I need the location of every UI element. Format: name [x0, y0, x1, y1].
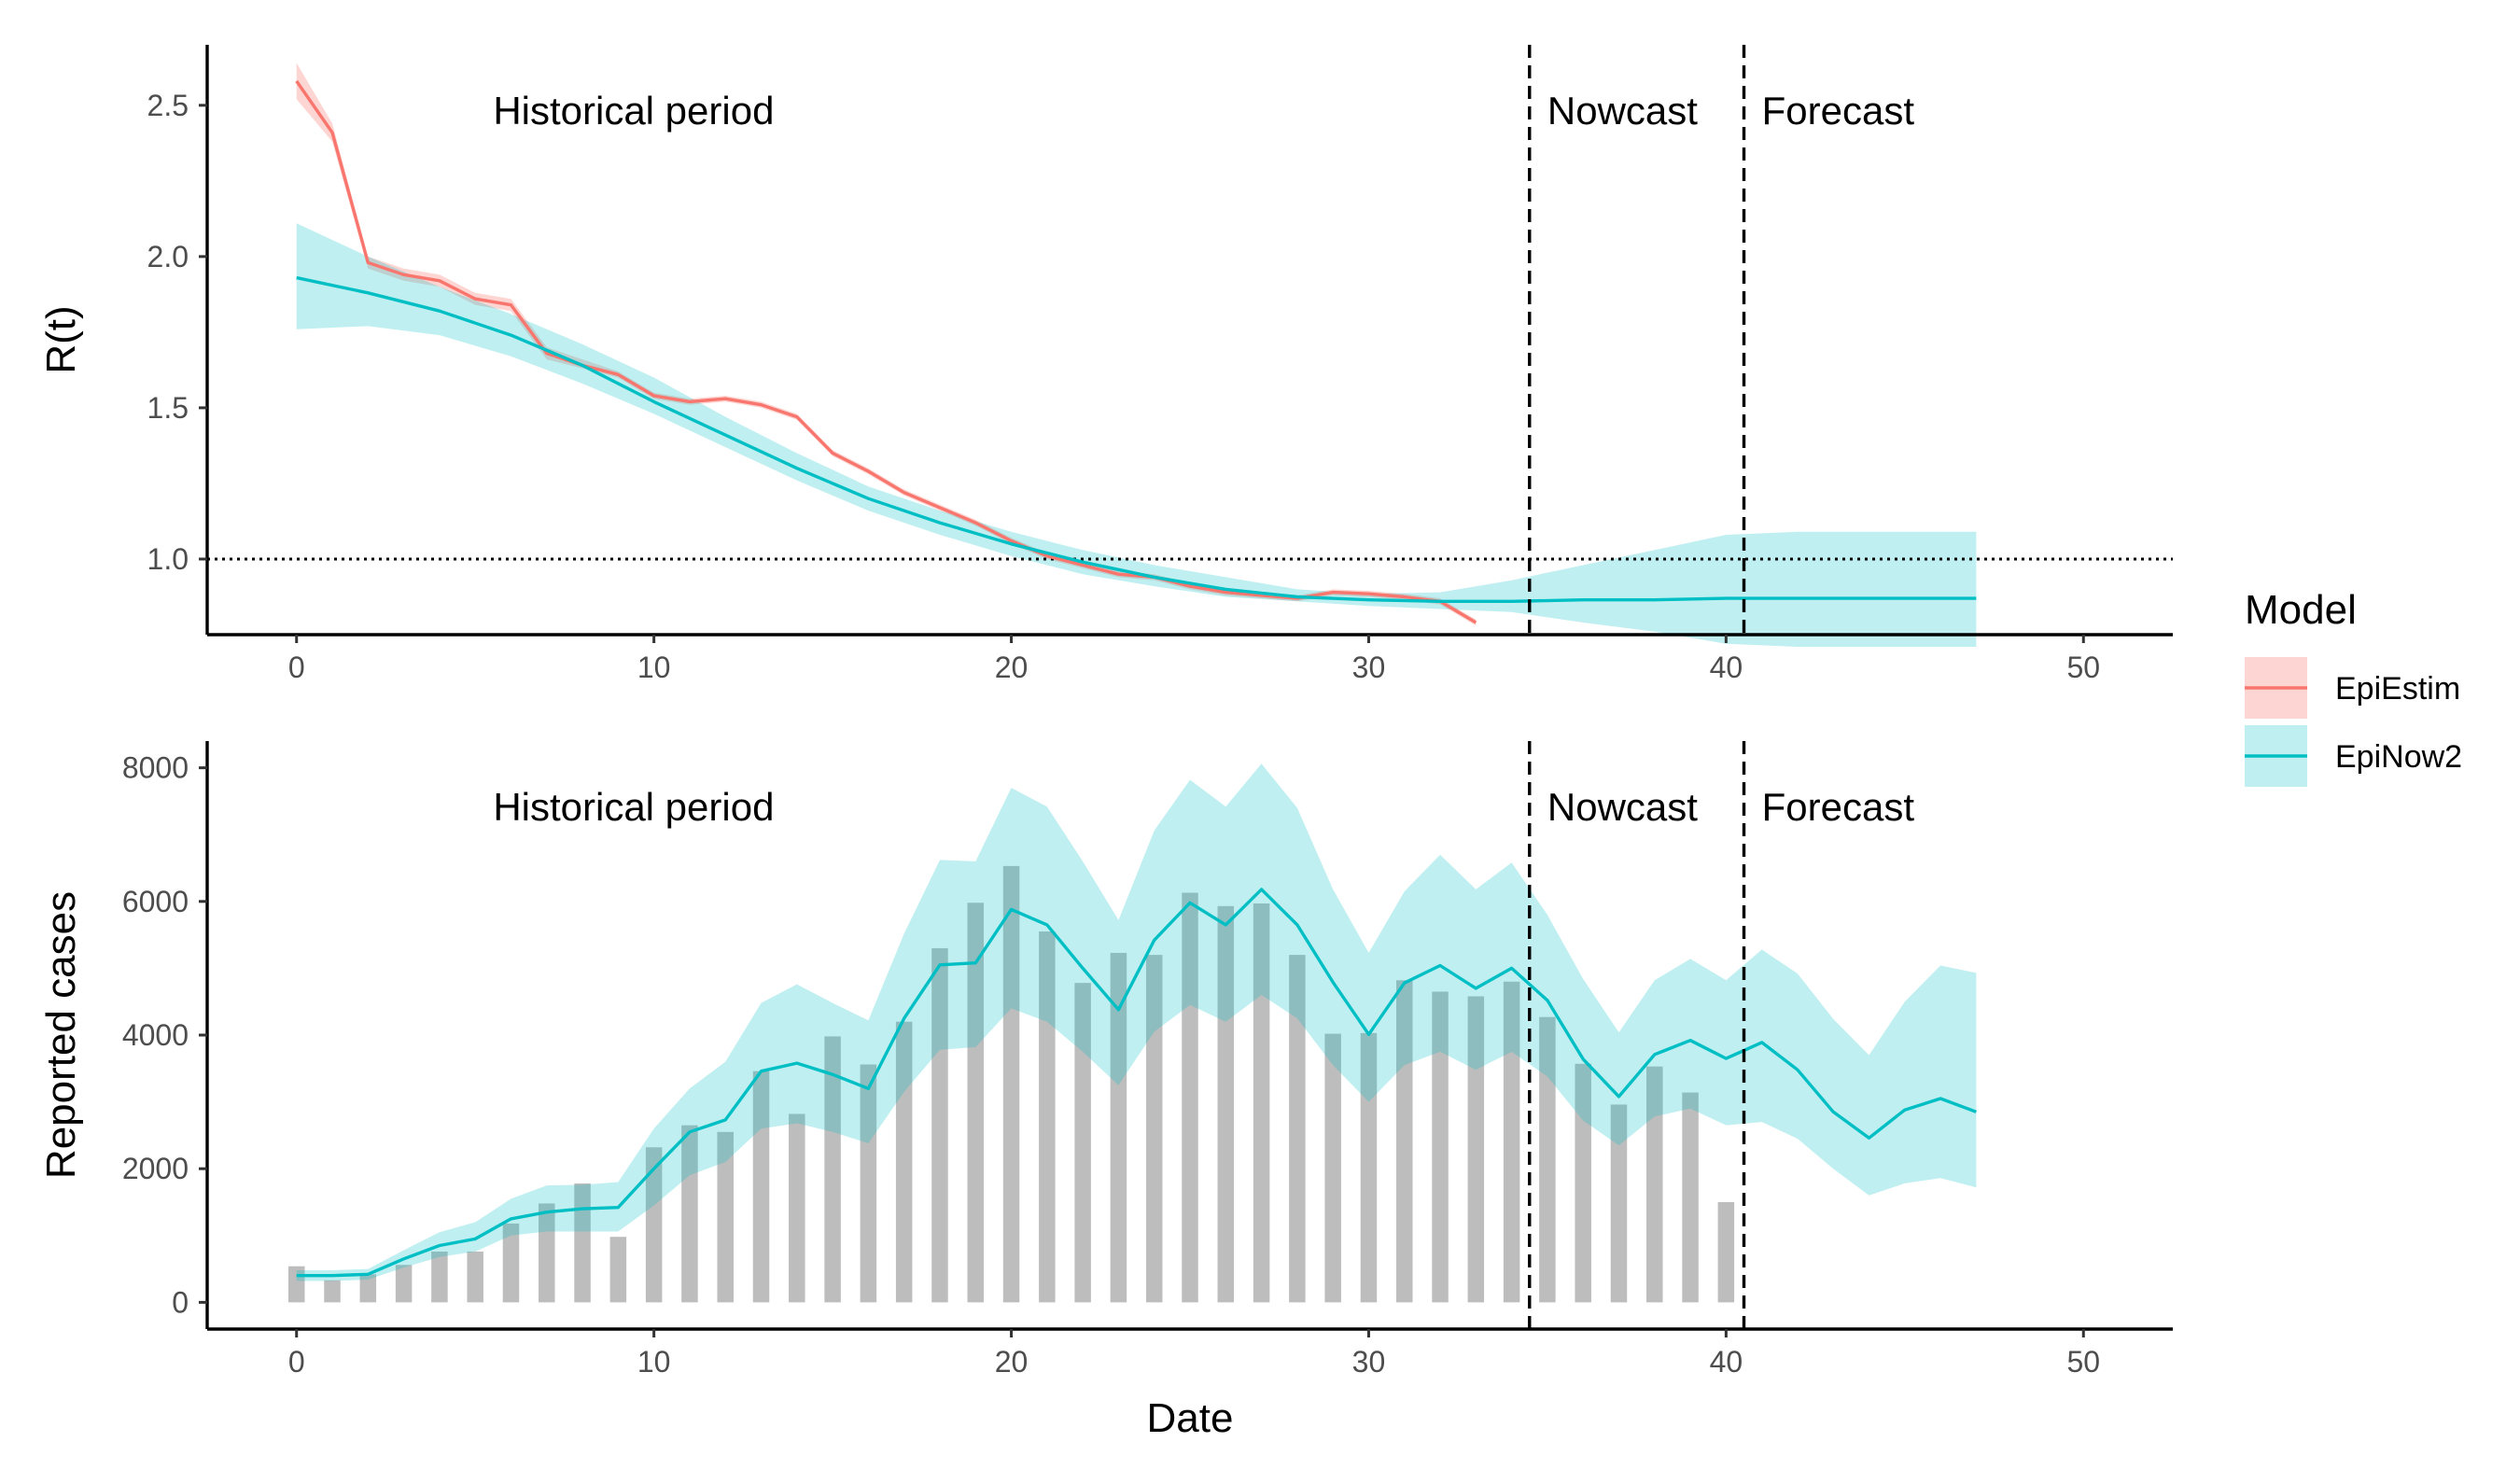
x-tick-label: 0 — [288, 1345, 305, 1379]
ribbon-epinow2 — [296, 223, 1977, 647]
period-label: Historical period — [493, 89, 774, 133]
bar — [395, 1265, 413, 1303]
y-tick-label: 0 — [172, 1285, 189, 1319]
y-tick-label: 1.5 — [147, 391, 189, 425]
legend-title: Model — [2245, 587, 2357, 633]
y-tick-label: 4000 — [122, 1018, 189, 1052]
bar — [1539, 1016, 1556, 1303]
y-tick-label: 8000 — [122, 751, 189, 785]
bar — [467, 1251, 483, 1303]
x-tick-label: 10 — [637, 1345, 671, 1379]
bar — [1182, 892, 1198, 1303]
legend: Model EpiEstim EpiNow2 — [2245, 587, 2462, 787]
bar — [789, 1113, 805, 1303]
x-tick-label: 10 — [637, 651, 671, 684]
bar — [1002, 865, 1020, 1303]
line-epinow2 — [296, 275, 1977, 603]
legend-item-epiestim: EpiEstim — [2245, 657, 2460, 719]
bar — [1432, 991, 1449, 1303]
panel-bottom-cases: Historical period Nowcast Forecast 0 10 20 30 4… — [38, 741, 2173, 1441]
y-tick-label: 6000 — [122, 885, 189, 918]
x-axis-title: Date — [1147, 1395, 1234, 1441]
line-epiestim — [295, 79, 1477, 624]
period-label: Forecast — [1762, 89, 1915, 133]
bar — [1039, 931, 1056, 1303]
bar — [431, 1251, 448, 1303]
period-label: Historical period — [493, 785, 774, 829]
bar — [681, 1125, 698, 1303]
bar — [1289, 955, 1306, 1303]
line-epinow2 — [296, 888, 1977, 1278]
y-tick-label: 2.5 — [147, 89, 189, 122]
x-tick-label: 0 — [288, 651, 305, 684]
bar — [860, 1064, 877, 1303]
legend-label-epinow2: EpiNow2 — [2335, 739, 2462, 775]
bar — [609, 1237, 627, 1303]
bar — [1324, 1033, 1341, 1303]
y-tick-label: 2.0 — [147, 240, 189, 273]
bar — [824, 1036, 841, 1303]
panel-top-rt: Historical period Nowcast Forecast 0 10 20 30 4… — [38, 45, 2173, 684]
period-label: Forecast — [1762, 785, 1915, 829]
legend-item-epinow2: EpiNow2 — [2245, 725, 2462, 787]
bar — [931, 947, 948, 1303]
x-tick-label: 50 — [2066, 651, 2100, 684]
bar — [967, 903, 985, 1303]
x-tick-label: 20 — [995, 1345, 1029, 1379]
period-label: Nowcast — [1547, 89, 1698, 133]
y-axis-title: R(t) — [38, 305, 84, 373]
bar — [1503, 981, 1520, 1303]
bar — [752, 1071, 770, 1303]
period-label: Nowcast — [1547, 785, 1698, 829]
bar — [1646, 1066, 1663, 1303]
bar — [1717, 1201, 1735, 1303]
ribbon-epinow2 — [296, 763, 1977, 1281]
bar — [324, 1280, 341, 1303]
legend-label-epiestim: EpiEstim — [2335, 671, 2460, 707]
bar — [1145, 955, 1163, 1303]
bar — [574, 1183, 591, 1303]
x-tick-label: 20 — [995, 651, 1029, 684]
y-tick-label: 1.0 — [147, 542, 189, 576]
bar — [502, 1223, 520, 1303]
bar — [717, 1131, 734, 1303]
bar — [1575, 1063, 1591, 1303]
x-tick-label: 40 — [1710, 651, 1743, 684]
bar — [1467, 996, 1485, 1303]
x-tick-label: 30 — [1352, 1345, 1386, 1379]
bar — [539, 1203, 555, 1303]
bar — [1610, 1104, 1628, 1303]
bar — [1110, 952, 1127, 1303]
bar — [1253, 903, 1270, 1303]
x-tick-label: 40 — [1710, 1345, 1743, 1379]
y-axis-title: Reported cases — [38, 891, 84, 1179]
x-tick-label: 50 — [2066, 1345, 2100, 1379]
bar — [1360, 1032, 1378, 1303]
bar — [1074, 983, 1091, 1303]
bar — [359, 1274, 377, 1303]
bar — [645, 1147, 663, 1303]
bar — [1682, 1092, 1699, 1303]
bar — [1217, 905, 1235, 1303]
bar — [1395, 980, 1413, 1303]
y-tick-label: 2000 — [122, 1152, 189, 1185]
bar — [895, 1021, 913, 1303]
x-tick-label: 30 — [1352, 651, 1386, 684]
